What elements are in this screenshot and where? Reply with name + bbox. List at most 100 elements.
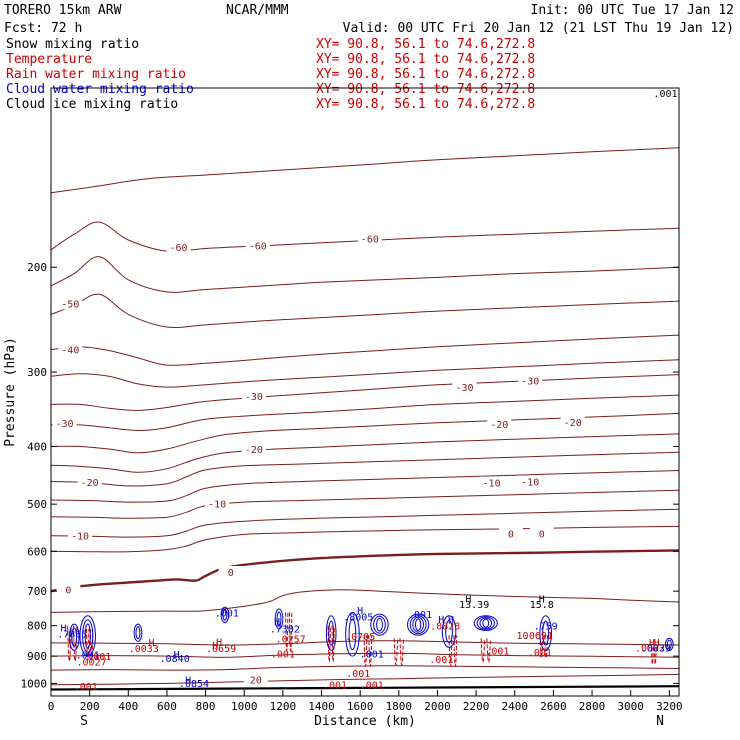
cloud-water-contour	[328, 620, 335, 646]
cloud-water-contour	[135, 626, 141, 640]
rain-water-contour	[285, 612, 289, 651]
label-background	[77, 476, 102, 489]
plot-frame	[50, 87, 680, 697]
extremum-label: .001	[323, 681, 347, 692]
label-background	[479, 476, 504, 489]
isotherm-line	[50, 652, 680, 658]
label-background	[243, 673, 268, 686]
rain-water-contour	[67, 625, 72, 662]
label-background	[529, 527, 554, 540]
cloud-water-contour	[220, 606, 230, 623]
cloud-water-cell	[325, 615, 337, 651]
legend-entry: Rain water mixing ratio	[6, 67, 186, 82]
cloud-water-contour	[345, 611, 360, 657]
isotherm-label: -20	[81, 478, 99, 489]
label-background	[245, 239, 270, 252]
isotherm-line	[50, 525, 680, 553]
x-end-label-south: S	[80, 714, 88, 729]
cloud-water-cell	[68, 623, 80, 651]
extremum-label: .0257	[276, 635, 306, 646]
isotherm-line	[50, 549, 680, 593]
y-tick-label: 200	[27, 261, 47, 274]
contour-labels: -60 -60 -60 -50 -40 -30 -30 -30 -30 -20 -20 -20 -20 -…	[52, 89, 678, 693]
isotherm-line	[50, 508, 680, 538]
extremum-label: .001	[528, 648, 552, 659]
label-background	[205, 497, 230, 510]
isotherm-label: -60	[361, 235, 379, 246]
rain-water-contour	[331, 625, 335, 663]
x-tick-label: 400	[118, 700, 138, 713]
rain-water-cell	[393, 638, 404, 666]
label-background	[357, 232, 382, 245]
x-tick-label: 800	[196, 700, 216, 713]
x-tick-label: 2600	[540, 700, 567, 713]
label-background	[518, 374, 543, 387]
extremum-label: H	[148, 638, 154, 649]
extremum-label: H	[649, 638, 655, 649]
extremum-label: .001	[74, 682, 98, 693]
isotherm-label: -50	[61, 299, 79, 310]
cloud-water-cell	[407, 613, 430, 636]
legend-xy: XY= 90.8, 56.1 to 74.6,272.8	[316, 37, 535, 52]
legend-xy: XY= 90.8, 56.1 to 74.6,272.8	[316, 52, 535, 67]
label-background	[58, 297, 83, 310]
cloud-water-contour	[79, 615, 96, 657]
legend-xy: XY= 90.8, 56.1 to 74.6,272.8	[316, 97, 535, 112]
isotherm-label: 0	[508, 529, 514, 540]
isotherm-label: 20	[250, 675, 262, 686]
isotherm-line	[50, 451, 680, 487]
y-tick-label: 900	[27, 650, 47, 663]
extremum-label: .001	[346, 669, 370, 680]
rain-water-contour	[86, 628, 90, 661]
isotherm-label: 0	[539, 529, 545, 540]
rain-water-contour	[288, 612, 293, 651]
extremum-label: .001	[429, 655, 453, 666]
label-background	[487, 418, 512, 431]
cloud-water-contour	[82, 619, 94, 653]
cloud-water-contour	[348, 618, 357, 651]
y-tick-label: 300	[27, 366, 47, 379]
legend-xy: XY= 90.8, 56.1 to 74.6,272.8	[316, 82, 535, 97]
cloud-water-contour	[441, 615, 457, 648]
extremum-label: .0039	[641, 644, 671, 655]
extremum-label: 10	[516, 631, 528, 642]
legend-entry: Temperature	[6, 52, 92, 67]
cloud-water-contours	[68, 606, 674, 657]
valid-time: Valid: 00 UTC Fri 20 Jan 12 (21 LST Thu …	[343, 21, 734, 36]
cloud-water-cell	[79, 615, 96, 657]
y-tick-label: 700	[27, 585, 47, 598]
center-title: NCAR/MMM	[226, 3, 289, 18]
cloud-water-contour	[370, 613, 389, 636]
rain-water-cell	[285, 612, 293, 651]
init-time: Init: 00 UTC Tue 17 Jan 12	[531, 3, 735, 18]
isotherm-label: -30	[455, 383, 473, 394]
extremum-label: H	[448, 615, 454, 626]
rain-water-contour	[393, 638, 399, 666]
isotherm-line	[50, 334, 680, 366]
isotherm-label: -10	[71, 531, 89, 542]
y-tick-label: 800	[27, 620, 47, 633]
isotherm-label: 0	[65, 585, 71, 596]
y-axis-label: Pressure (hPa)	[3, 337, 18, 447]
isotherm-line	[50, 359, 680, 388]
rain-water-contour	[399, 638, 404, 666]
isotherm-label: -10	[521, 477, 539, 488]
isotherm-label: -60	[249, 242, 267, 253]
isotherm-label: -20	[564, 418, 582, 429]
label-background	[67, 529, 92, 542]
extremum-label: .7302	[270, 624, 300, 635]
plot-area: -60 -60 -60 -50 -40 -30 -30 -30 -30 -20 -20 -20 -20 -…	[21, 87, 683, 713]
temperature-isotherms	[50, 147, 680, 686]
extremum-label: .0027	[77, 657, 107, 668]
x-tick-label: 200	[80, 700, 100, 713]
extremum-label: .001	[360, 681, 384, 692]
cloud-water-contour	[274, 608, 284, 630]
cloud-water-contour	[412, 616, 424, 633]
isotherm-line	[50, 489, 680, 519]
x-tick-label: 1800	[386, 700, 413, 713]
isotherm-label: -30	[245, 392, 263, 403]
extremum-label: .8005	[343, 612, 373, 623]
legend-entry: Cloud water mixing ratio	[6, 82, 194, 97]
